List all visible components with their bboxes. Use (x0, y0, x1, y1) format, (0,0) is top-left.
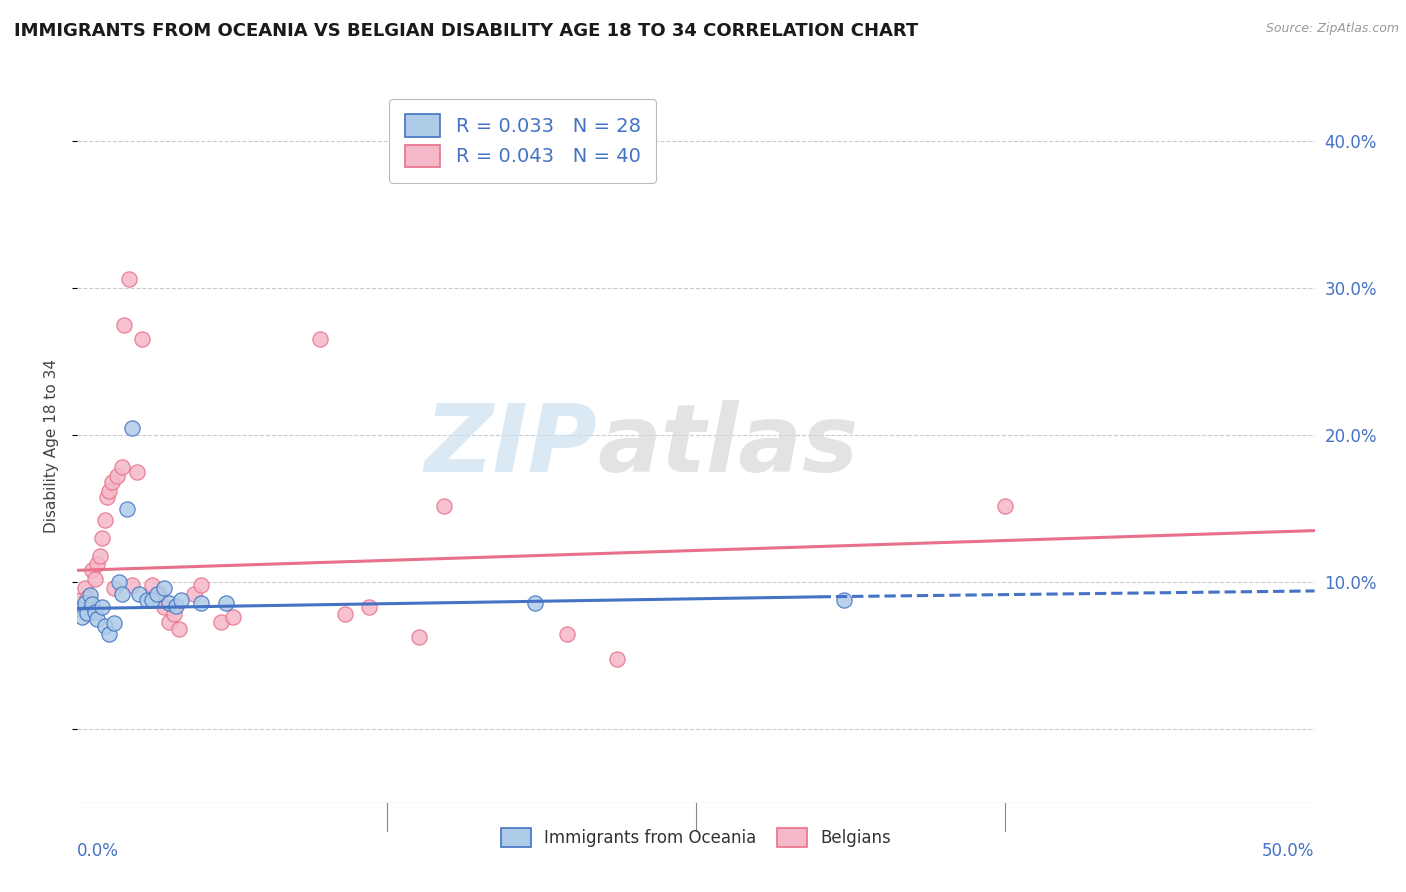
Point (93, 619, 115, 633)
Legend: Immigrants from Oceania, Belgians: Immigrants from Oceania, Belgians (494, 819, 898, 855)
Point (69, 601, 91, 615)
Point (108, 575, 131, 590)
Point (153, 600, 176, 615)
Point (167, 622, 190, 636)
Point (153, 581, 176, 595)
Point (209, 615, 232, 629)
Text: ZIP: ZIP (425, 400, 598, 492)
Point (141, 592, 163, 607)
Point (83, 605, 105, 619)
Point (82, 563, 104, 577)
Point (73, 581, 96, 595)
Point (308, 332, 330, 346)
Point (103, 616, 125, 631)
Point (91, 531, 114, 545)
Point (79, 588, 101, 602)
Point (112, 318, 135, 332)
Point (98, 626, 121, 640)
Point (524, 596, 547, 610)
Point (76, 591, 98, 606)
Point (121, 578, 143, 592)
Text: IMMIGRANTS FROM OCEANIA VS BELGIAN DISABILITY AGE 18 TO 34 CORRELATION CHART: IMMIGRANTS FROM OCEANIA VS BELGIAN DISAB… (14, 22, 918, 40)
Point (141, 578, 163, 592)
Point (121, 420, 143, 434)
Point (105, 469, 128, 483)
Point (190, 578, 212, 592)
Point (994, 499, 1017, 513)
Point (86, 558, 108, 572)
Point (73, 596, 96, 610)
Point (72, 601, 94, 615)
Point (165, 599, 187, 613)
Point (128, 587, 150, 601)
Text: Source: ZipAtlas.com: Source: ZipAtlas.com (1265, 22, 1399, 36)
Point (101, 475, 124, 489)
Point (157, 596, 180, 610)
Point (118, 272, 141, 286)
Point (131, 332, 153, 346)
Point (79, 600, 101, 615)
Point (86, 612, 108, 626)
Point (432, 499, 454, 513)
Point (72, 610, 94, 624)
Point (333, 607, 356, 622)
Y-axis label: Disability Age 18 to 34: Disability Age 18 to 34 (44, 359, 59, 533)
Point (215, 596, 238, 610)
Point (834, 592, 856, 607)
Point (93, 513, 115, 527)
Point (183, 587, 205, 601)
Point (555, 626, 578, 640)
Point (76, 606, 98, 620)
Point (115, 501, 138, 516)
Point (83, 572, 105, 586)
Point (98, 483, 121, 498)
Text: 0.0%: 0.0% (77, 842, 120, 860)
Point (170, 592, 193, 607)
Point (190, 596, 212, 610)
Point (69, 592, 91, 607)
Point (135, 592, 157, 607)
Point (103, 581, 125, 595)
Point (157, 615, 180, 629)
Point (111, 587, 134, 601)
Point (96, 490, 118, 504)
Point (91, 600, 114, 615)
Point (359, 600, 381, 615)
Point (82, 597, 104, 611)
Point (163, 607, 186, 622)
Point (606, 651, 628, 665)
Text: atlas: atlas (598, 400, 858, 492)
Point (89, 549, 111, 563)
Point (125, 465, 148, 479)
Point (111, 460, 134, 475)
Point (222, 610, 245, 624)
Point (408, 630, 430, 644)
Point (145, 587, 167, 601)
Text: 50.0%: 50.0% (1263, 842, 1315, 860)
Point (148, 587, 170, 601)
